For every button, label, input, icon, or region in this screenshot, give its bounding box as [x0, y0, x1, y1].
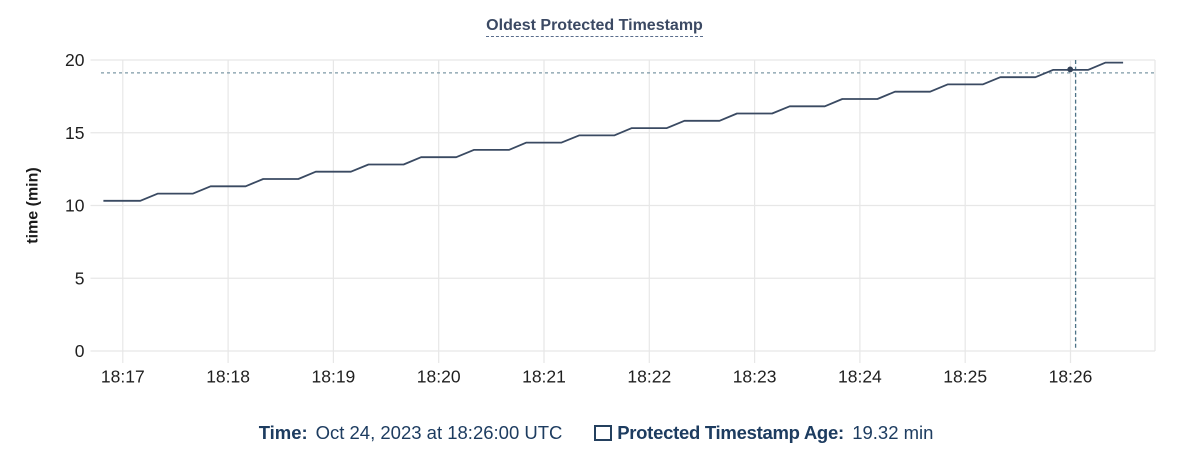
svg-text:18:22: 18:22 [627, 367, 671, 387]
svg-text:18:20: 18:20 [417, 367, 461, 387]
svg-text:18:25: 18:25 [943, 367, 987, 387]
svg-text:20: 20 [65, 50, 85, 70]
svg-text:18:24: 18:24 [838, 367, 882, 387]
svg-text:15: 15 [65, 123, 84, 143]
svg-text:5: 5 [75, 268, 85, 288]
svg-text:18:18: 18:18 [206, 367, 250, 387]
svg-text:18:17: 18:17 [101, 367, 145, 387]
svg-text:0: 0 [75, 341, 85, 361]
svg-text:18:19: 18:19 [312, 367, 356, 387]
svg-text:18:23: 18:23 [733, 367, 777, 387]
svg-text:18:26: 18:26 [1049, 367, 1093, 387]
svg-text:18:21: 18:21 [522, 367, 566, 387]
svg-text:10: 10 [65, 196, 85, 216]
svg-text:time (min): time (min) [25, 167, 42, 243]
